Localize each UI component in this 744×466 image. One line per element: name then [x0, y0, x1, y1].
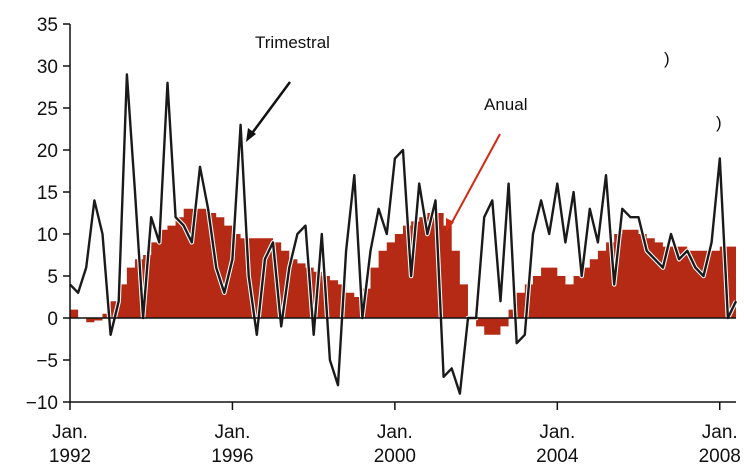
y-tick-label: 10 [37, 225, 58, 246]
x-tick-label-line1: Jan. [539, 422, 575, 443]
x-ticks: Jan. 1992 Jan. 1996 Jan. 2000 Jan. 2004 Jan. 2008 [49, 402, 741, 466]
x-tick-label-line2: 2000 [374, 446, 416, 466]
y-tick-label: −5 [36, 351, 58, 372]
x-tick-label-line1: Jan. [214, 422, 250, 443]
annotation-trimestral-arrow [248, 81, 292, 137]
stray-mark-1: ) [664, 49, 670, 68]
y-ticks: 35 30 25 20 15 10 5 0 −5 −10 [26, 15, 70, 414]
y-tick-label: −10 [26, 393, 58, 414]
y-tick-label: 0 [47, 309, 58, 330]
x-tick-label-line2: 1996 [211, 446, 253, 466]
x-tick-label-line1: Jan. [377, 422, 413, 443]
y-tick-label: 30 [37, 57, 58, 78]
annotation-trimestral-arrowhead [246, 128, 256, 142]
trimestral-line-layer [68, 72, 739, 396]
x-tick-label-line2: 2004 [536, 446, 579, 466]
x-tick-label-line2: 1992 [49, 446, 91, 466]
trimestral-line [69, 73, 738, 395]
y-tick-label: 15 [37, 183, 58, 204]
annotation-anual-arrow [449, 133, 501, 227]
annotation-anual-arrowhead [446, 218, 454, 232]
x-tick-label-line2: 2008 [699, 446, 741, 466]
y-tick-label: 25 [37, 99, 58, 120]
y-tick-label: 5 [47, 267, 58, 288]
y-tick-label: 20 [37, 141, 58, 162]
x-tick-label-line1: Jan. [52, 422, 88, 443]
stray-mark-2: ) [716, 113, 722, 132]
y-tick-label: 35 [37, 15, 58, 36]
annotations: Trimestral Anual ) ) [246, 33, 722, 232]
anual-area-layer [70, 208, 736, 335]
x-tick-label-line1: Jan. [702, 422, 738, 443]
anual-area [70, 208, 736, 335]
annotation-trimestral-label: Trimestral [255, 33, 330, 52]
annotation-anual-label: Anual [484, 95, 527, 114]
